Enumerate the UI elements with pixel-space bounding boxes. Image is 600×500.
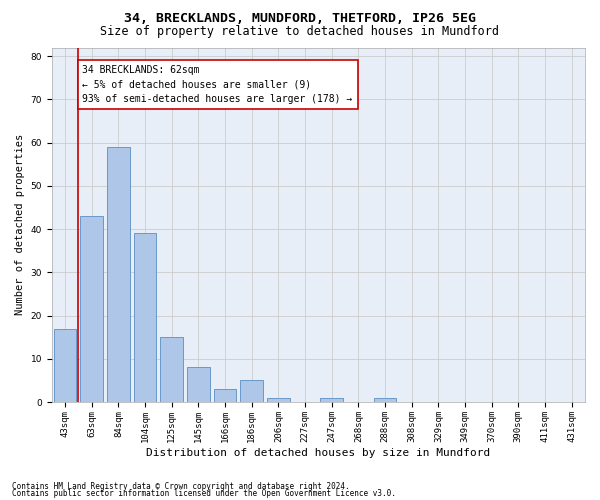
Text: 34 BRECKLANDS: 62sqm
← 5% of detached houses are smaller (9)
93% of semi-detache: 34 BRECKLANDS: 62sqm ← 5% of detached ho… xyxy=(82,65,353,104)
Text: Size of property relative to detached houses in Mundford: Size of property relative to detached ho… xyxy=(101,25,499,38)
Bar xyxy=(374,398,397,402)
Bar xyxy=(134,234,157,402)
Y-axis label: Number of detached properties: Number of detached properties xyxy=(15,134,25,316)
Bar xyxy=(214,389,236,402)
X-axis label: Distribution of detached houses by size in Mundford: Distribution of detached houses by size … xyxy=(146,448,491,458)
Bar xyxy=(160,337,183,402)
Bar xyxy=(54,328,76,402)
Bar xyxy=(320,398,343,402)
Bar xyxy=(267,398,290,402)
Bar xyxy=(80,216,103,402)
Text: Contains public sector information licensed under the Open Government Licence v3: Contains public sector information licen… xyxy=(12,490,396,498)
Text: 34, BRECKLANDS, MUNDFORD, THETFORD, IP26 5EG: 34, BRECKLANDS, MUNDFORD, THETFORD, IP26… xyxy=(124,12,476,26)
Bar xyxy=(107,147,130,402)
Bar xyxy=(241,380,263,402)
Text: Contains HM Land Registry data © Crown copyright and database right 2024.: Contains HM Land Registry data © Crown c… xyxy=(12,482,350,491)
Bar xyxy=(187,368,210,402)
